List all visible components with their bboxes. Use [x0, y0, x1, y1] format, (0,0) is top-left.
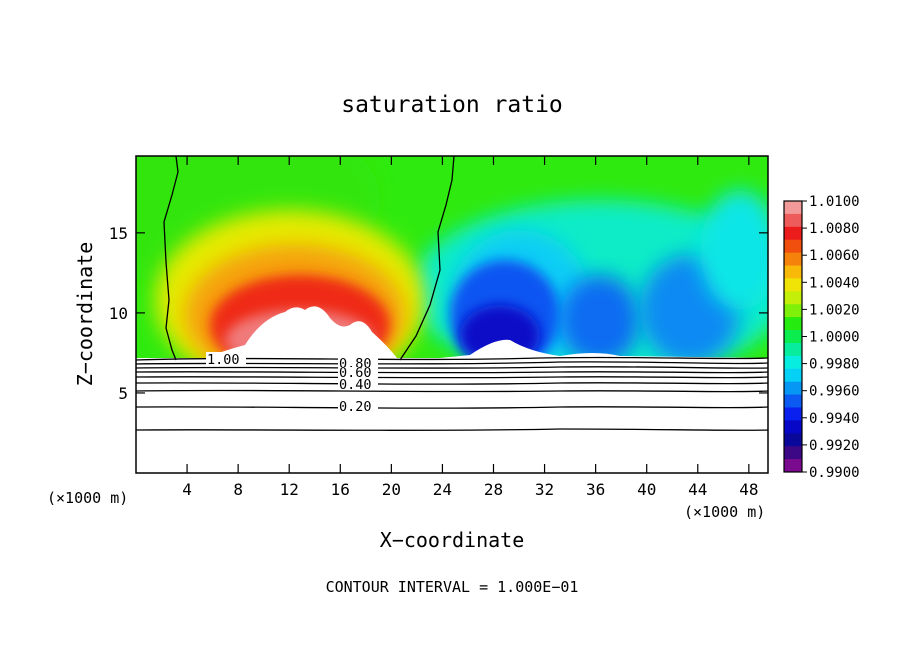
contour-lines	[136, 156, 768, 432]
colorbar-label: 1.0100	[809, 194, 860, 210]
contour-line-9	[136, 428, 768, 432]
x-tick-label: 12	[280, 480, 299, 499]
colorbar-label: 1.0060	[809, 248, 860, 264]
colorbar-swatch	[784, 381, 802, 396]
colorbar-swatch	[784, 394, 802, 408]
y-axis-label: Z−coordinate	[73, 242, 97, 387]
colorbar-swatch	[784, 317, 802, 331]
y-tick-label: 5	[118, 384, 128, 403]
colorbar: 1.0100 1.0080 1.0060 1.0040 1.0020 1.0000 0.99…	[783, 194, 860, 481]
colorbar-label: 1.0080	[809, 221, 860, 237]
chart-title: saturation ratio	[341, 92, 563, 118]
x-axis-label: X−coordinate	[380, 528, 525, 552]
x-axis: 4 8 12 16 20 24 28 32 36 40 44 48	[182, 156, 758, 499]
colorbar-swatch	[784, 355, 802, 370]
contour-line-left-boundary	[163, 156, 179, 361]
colorbar-label: 0.9900	[809, 465, 860, 481]
colorbar-swatch	[784, 342, 802, 357]
x-axis-unit-left: (×1000 m)	[47, 489, 128, 507]
x-tick-label: 20	[382, 480, 401, 499]
colorbar-swatch	[784, 407, 802, 421]
y-tick-label: 10	[109, 304, 128, 323]
contour-labels: 1.00 0.80 0.60 0.40 0.20	[206, 352, 378, 415]
colorbar-label: 1.0040	[809, 275, 860, 291]
contour-line-right-boundary	[399, 156, 455, 361]
field-cyan-lobe	[700, 190, 768, 310]
colorbar-label: 0.9940	[809, 411, 860, 427]
field-blue-lobe-a	[560, 275, 640, 365]
colorbar-swatch	[784, 368, 802, 383]
x-tick-label: 4	[182, 480, 192, 499]
field-lower-layer	[136, 358, 768, 473]
colorbar-swatch	[784, 265, 802, 279]
colorbar-swatch	[784, 201, 802, 215]
contour-interval-note: CONTOUR INTERVAL = 1.000E−01	[326, 578, 579, 596]
colorbar-swatch	[784, 213, 802, 228]
contour-label-0-40: 0.40	[339, 377, 372, 393]
colorbar-swatch	[784, 446, 802, 460]
y-tick-label: 15	[109, 224, 128, 243]
colorbar-swatch	[784, 291, 802, 305]
contour-line-4	[136, 371, 768, 374]
contour-line-6	[136, 382, 768, 385]
colorbar-swatch	[784, 304, 802, 318]
colorbar-swatch	[784, 226, 802, 241]
x-axis-unit-right: (×1000 m)	[684, 503, 765, 521]
x-tick-label: 32	[535, 480, 554, 499]
x-tick-label: 24	[433, 480, 452, 499]
saturation-field	[136, 156, 768, 473]
colorbar-swatch	[784, 459, 802, 473]
x-tick-label: 44	[688, 480, 707, 499]
colorbar-label: 0.9920	[809, 438, 860, 454]
x-tick-label: 8	[233, 480, 243, 499]
x-tick-label: 16	[331, 480, 350, 499]
contour-line-7	[136, 389, 768, 393]
x-tick-label: 28	[484, 480, 503, 499]
colorbar-label: 0.9960	[809, 384, 860, 400]
colorbar-swatch	[784, 239, 802, 254]
colorbar-label: 1.0000	[809, 330, 860, 346]
contour-label-1-00: 1.00	[207, 352, 240, 368]
colorbar-swatch	[784, 420, 802, 434]
contour-line-3	[136, 366, 768, 369]
x-tick-label: 40	[637, 480, 656, 499]
colorbar-swatch	[784, 278, 802, 292]
contour-line-8	[136, 406, 768, 409]
plot-area: 1.00 0.80 0.60 0.40 0.20	[136, 156, 768, 473]
colorbar-swatch	[784, 330, 802, 344]
colorbar-label: 1.0020	[809, 302, 860, 318]
colorbar-label: 0.9980	[809, 357, 860, 373]
contour-label-0-20: 0.20	[339, 399, 372, 415]
x-tick-label: 48	[739, 480, 758, 499]
colorbar-swatch	[784, 252, 802, 267]
x-tick-label: 36	[586, 480, 605, 499]
colorbar-swatch	[784, 433, 802, 447]
contour-line-5	[136, 376, 768, 379]
plot-frame	[135, 155, 769, 474]
y-axis: 5 10 15	[109, 224, 768, 403]
